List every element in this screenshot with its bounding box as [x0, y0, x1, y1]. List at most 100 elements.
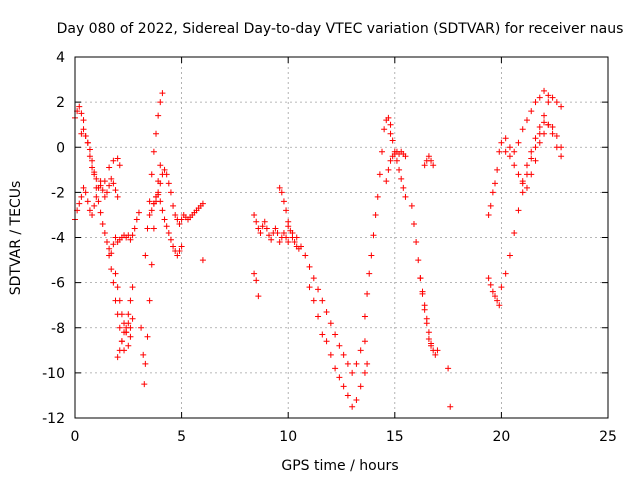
data-point: [259, 223, 266, 230]
data-point: [150, 200, 157, 207]
data-point: [253, 218, 260, 225]
data-point: [114, 284, 121, 291]
data-point: [116, 347, 123, 354]
series-track-g: [127, 209, 142, 243]
data-point: [374, 193, 381, 200]
data-point: [413, 239, 420, 246]
data-point: [289, 229, 296, 236]
data-point: [541, 87, 548, 94]
y-tick-label: -10: [42, 366, 65, 382]
data-point: [116, 162, 123, 169]
data-point: [80, 117, 87, 124]
data-point: [528, 148, 535, 155]
data-point: [430, 162, 437, 169]
data-point: [532, 144, 539, 151]
data-point: [511, 148, 518, 155]
data-point: [428, 342, 435, 349]
data-point: [387, 157, 394, 164]
series-track-r: [361, 114, 394, 320]
data-point: [549, 94, 556, 101]
data-point: [280, 229, 287, 236]
data-point: [549, 123, 556, 130]
data-point: [274, 229, 281, 236]
data-point: [127, 333, 134, 340]
data-point: [511, 229, 518, 236]
data-point: [494, 297, 501, 304]
data-point: [257, 229, 264, 236]
data-point: [167, 236, 174, 243]
data-point: [253, 277, 260, 284]
series-track-s: [387, 130, 409, 200]
data-point: [78, 193, 85, 200]
data-point: [502, 270, 509, 277]
data-point: [532, 157, 539, 164]
data-point: [76, 200, 83, 207]
series-track-z: [485, 121, 565, 309]
data-point: [110, 157, 117, 164]
data-point: [297, 243, 304, 250]
series-track-i: [142, 90, 166, 259]
series-track-y: [485, 87, 552, 218]
series-track-m: [251, 211, 292, 246]
data-point: [332, 331, 339, 338]
data-point: [310, 275, 317, 282]
data-point: [157, 162, 164, 169]
data-point: [99, 187, 106, 194]
data-point: [263, 225, 270, 232]
data-point: [155, 191, 162, 198]
data-point: [302, 252, 309, 259]
data-point: [159, 207, 166, 214]
data-point: [89, 211, 96, 218]
series-track-l: [199, 257, 206, 264]
series-track-q: [306, 284, 371, 410]
data-point: [276, 239, 283, 246]
series-track-k: [150, 191, 185, 259]
data-point: [357, 383, 364, 390]
data-point: [155, 112, 162, 119]
series-track-t: [383, 148, 409, 185]
data-point: [523, 117, 530, 124]
data-point: [112, 234, 119, 241]
data-point: [323, 308, 330, 315]
x-tick-label: 25: [599, 429, 617, 445]
data-point: [142, 360, 149, 367]
data-point: [545, 99, 552, 106]
x-tick-label: 20: [492, 429, 510, 445]
data-point: [417, 275, 424, 282]
data-point: [89, 157, 96, 164]
data-point: [199, 257, 206, 264]
data-point: [157, 99, 164, 106]
data-point: [97, 209, 104, 216]
data-point: [84, 198, 91, 205]
data-point: [523, 162, 530, 169]
axis-ticks: 0 5 10 15 20 25 -12 -10 -8 -6 -4 -2 0 2 4: [42, 50, 617, 445]
data-point: [528, 108, 535, 115]
data-point: [511, 162, 518, 169]
data-point: [319, 297, 326, 304]
data-point: [129, 315, 136, 322]
data-point: [150, 148, 157, 155]
data-point: [349, 369, 356, 376]
data-point: [116, 297, 123, 304]
data-point: [266, 232, 273, 239]
y-tick-label: -6: [51, 276, 65, 292]
data-point: [106, 245, 113, 252]
data-point: [91, 202, 98, 209]
data-point: [519, 178, 526, 185]
data-point: [385, 166, 392, 173]
data-point: [558, 153, 565, 160]
data-point: [361, 369, 368, 376]
data-point: [306, 284, 313, 291]
data-point: [549, 130, 556, 137]
series-track-p: [285, 223, 368, 376]
data-point: [101, 229, 108, 236]
series-track-v: [408, 202, 441, 358]
data-point: [506, 153, 513, 160]
data-point: [103, 189, 110, 196]
data-point: [492, 293, 499, 300]
data-point: [349, 403, 356, 410]
data-point: [161, 216, 168, 223]
data-point: [170, 202, 177, 209]
data-point: [496, 148, 503, 155]
